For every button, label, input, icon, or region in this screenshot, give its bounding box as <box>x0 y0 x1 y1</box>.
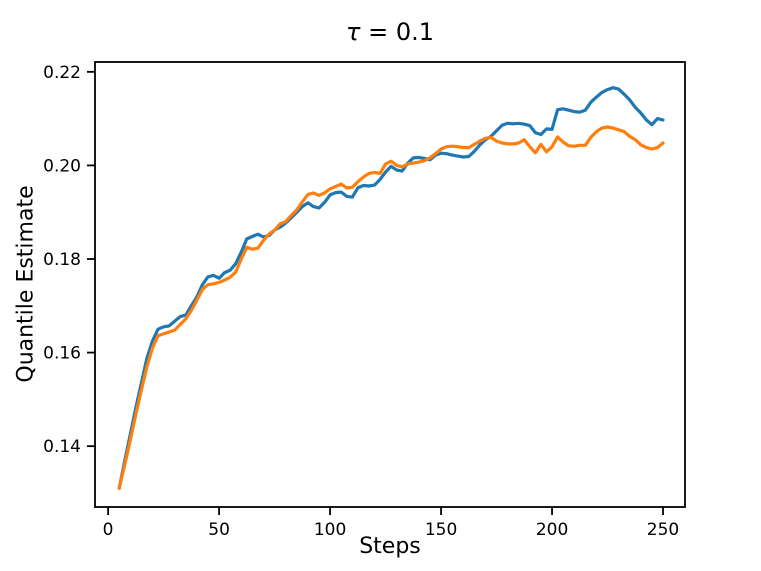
chart-title-tau-symbol: τ <box>346 18 361 46</box>
x-tick-label: 200 <box>536 520 568 540</box>
y-tick-label: 0.16 <box>43 344 81 364</box>
y-tick-label: 0.18 <box>43 250 81 270</box>
x-axis-label: Steps <box>359 534 421 559</box>
y-tick-label: 0.22 <box>43 63 81 83</box>
x-tick-label: 150 <box>425 520 457 540</box>
x-tick-label: 0 <box>103 520 114 540</box>
x-tick-label: 250 <box>647 520 679 540</box>
chart-title-value: = 0.1 <box>360 18 434 46</box>
chart-title: τ = 0.1 <box>95 18 685 46</box>
y-tick-label: 0.14 <box>43 437 81 457</box>
axes-frame <box>94 61 686 508</box>
series-line-orange <box>117 125 665 490</box>
series-line-blue <box>117 86 665 490</box>
y-tick-label: 0.20 <box>43 156 81 176</box>
x-tick-label: 100 <box>314 520 346 540</box>
x-tick-label: 50 <box>208 520 230 540</box>
